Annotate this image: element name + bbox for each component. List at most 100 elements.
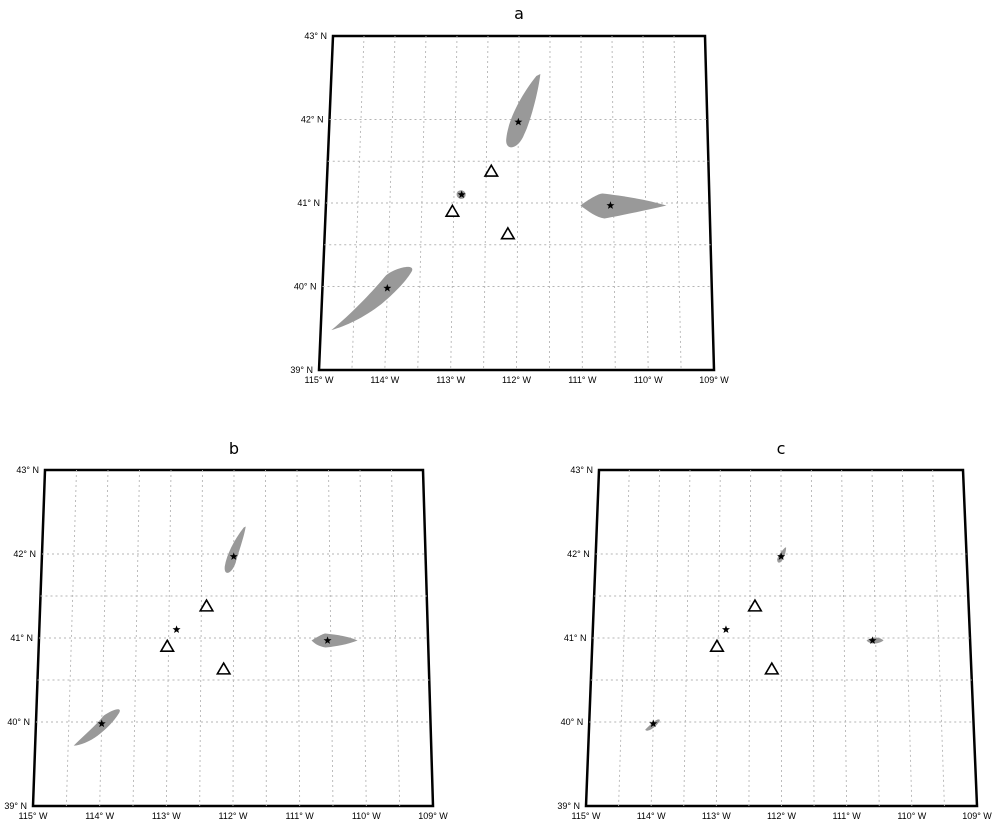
lon-tick-label: 112° W [502, 375, 531, 385]
lon-tick-label: 112° W [767, 811, 796, 821]
lat-tick-label: 41° N [10, 633, 33, 643]
grid-line-lon [328, 469, 334, 807]
station-1-triangle-icon [483, 163, 499, 177]
grid-line-lon [901, 469, 913, 807]
station-3-triangle-icon [215, 661, 232, 675]
lat-tick-label: 41° N [297, 198, 320, 208]
lat-tick-label: 43° N [16, 465, 39, 475]
grid-line-lon [715, 469, 721, 807]
grid-line-lon [351, 35, 365, 371]
lon-tick-label: 115° W [305, 375, 334, 385]
lat-tick-label: 42° N [13, 549, 36, 559]
grid-line-lon [618, 469, 630, 807]
star-southwest-icon [383, 283, 392, 292]
grid-line-lon [748, 469, 752, 807]
graticule [36, 469, 431, 807]
ellipse-southwest [331, 266, 413, 331]
lat-tick-label: 39° N [4, 801, 27, 811]
lon-tick-label: 114° W [85, 811, 114, 821]
star-north-icon [514, 117, 523, 126]
station-3-triangle-icon [764, 661, 780, 675]
lat-tick-label: 40° N [294, 282, 317, 292]
lon-tick-label: 115° W [19, 811, 48, 821]
grid-line-lon [841, 469, 848, 807]
grid-line-lon [359, 469, 367, 807]
graticule [322, 35, 712, 371]
grid-line-lon [232, 469, 235, 807]
grid-line-lon [580, 35, 583, 371]
panel-title: c [777, 439, 786, 458]
lat-tick-label: 40° N [561, 717, 584, 727]
grid-line-lon [99, 469, 109, 807]
lon-tick-label: 113° W [152, 811, 181, 821]
grid-line-lon [199, 469, 203, 807]
lon-tick-label: 109° W [418, 811, 448, 821]
grid-line-lon [673, 35, 682, 371]
grid-line-lon [642, 35, 649, 371]
lat-tick-label: 42° N [301, 115, 324, 125]
grid-line-lon [871, 469, 880, 807]
lat-tick-label: 40° N [7, 717, 30, 727]
lon-tick-label: 113° W [436, 375, 465, 385]
grid-line-lon [650, 469, 661, 807]
lon-tick-label: 113° W [702, 811, 731, 821]
lon-tick-label: 114° W [370, 375, 399, 385]
star-center-icon [172, 625, 181, 633]
station-3-triangle-icon [500, 226, 516, 240]
panel-title: a [514, 4, 524, 23]
grid-line-lon [483, 35, 489, 371]
grid-line-lon [611, 35, 616, 371]
grid-line-lon [932, 469, 945, 807]
star-center-icon [457, 190, 466, 199]
grid-line-lon [165, 469, 172, 807]
grid-line-lon [132, 469, 140, 807]
star-east-icon [606, 201, 615, 209]
panel-title: b [229, 439, 239, 458]
star-southwest-icon [649, 719, 658, 728]
ellipse-north [224, 526, 246, 573]
grid-line-lon [450, 35, 458, 371]
grid-line-lon [417, 35, 427, 371]
grid-line-lon [384, 35, 396, 371]
lon-tick-label: 111° W [568, 375, 597, 385]
station-2-triangle-icon [709, 638, 725, 653]
lon-tick-label: 112° W [219, 811, 248, 821]
star-east-icon [868, 636, 877, 644]
grid-line-lon [391, 469, 401, 807]
grid-line-lon [65, 469, 77, 807]
lat-tick-label: 43° N [570, 465, 593, 475]
grid-line-lon [296, 469, 301, 807]
lon-tick-label: 114° W [637, 811, 666, 821]
star-east-icon [323, 636, 332, 644]
ellipse-north [506, 74, 541, 148]
star-north-icon [777, 552, 786, 560]
grid-line-lon [780, 469, 782, 807]
lat-tick-label: 42° N [567, 549, 590, 559]
ellipse-east [311, 633, 358, 648]
lat-tick-label: 41° N [564, 633, 587, 643]
station-2-triangle-icon [444, 203, 461, 217]
lat-tick-label: 39° N [557, 801, 580, 811]
graticule [589, 469, 974, 807]
station-1-triangle-icon [747, 598, 763, 612]
lat-tick-label: 43° N [304, 31, 327, 41]
grid-line-lon [548, 35, 551, 371]
lon-tick-label: 115° W [572, 811, 601, 821]
star-north-icon [229, 552, 238, 560]
lat-tick-label: 39° N [290, 365, 313, 375]
grid-line-lon [683, 469, 691, 807]
station-2-triangle-icon [159, 638, 175, 653]
grid-line-lon [265, 469, 267, 807]
station-1-triangle-icon [198, 598, 215, 612]
star-center-icon [721, 625, 730, 633]
lon-tick-label: 110° W [352, 811, 381, 821]
ellipse-southwest [73, 709, 120, 746]
grid-line-lon [810, 469, 815, 807]
lon-tick-label: 109° W [699, 375, 729, 385]
ellipse-east [580, 193, 667, 219]
lon-tick-label: 110° W [897, 811, 926, 821]
